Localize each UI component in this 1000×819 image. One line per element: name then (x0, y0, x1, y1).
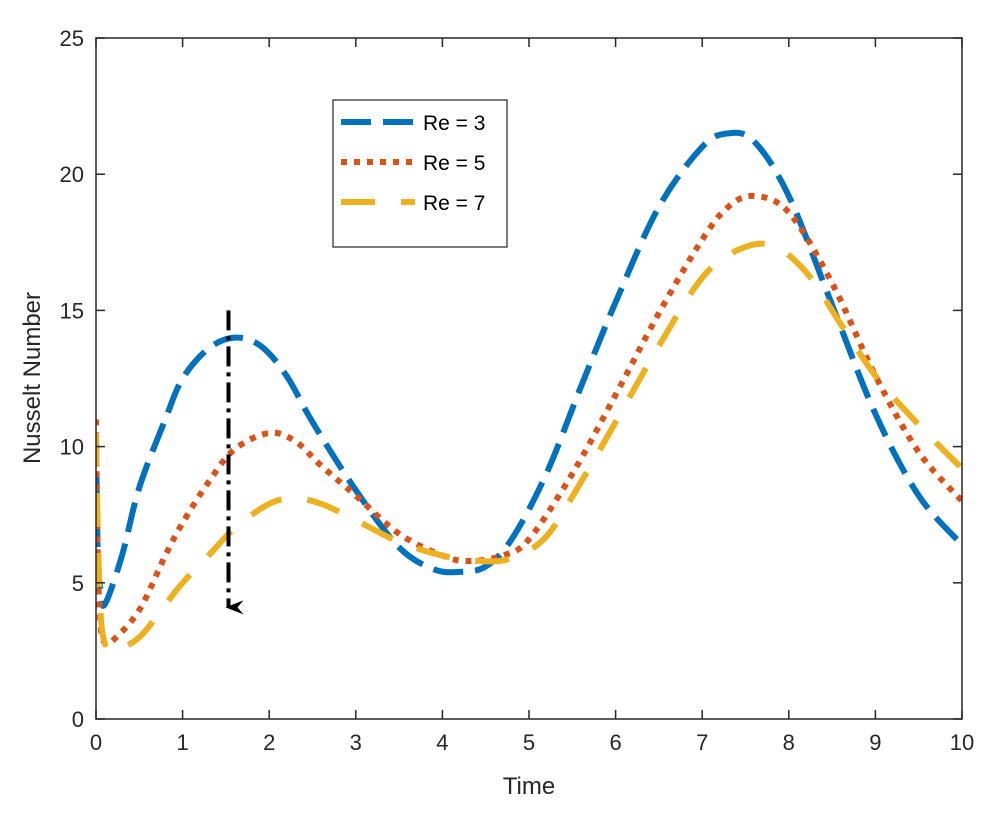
legend-label: Re = 3 (423, 112, 485, 135)
series-line-3 (96, 240, 962, 655)
x-tick-label: 3 (350, 730, 362, 755)
x-tick-label: 10 (950, 730, 974, 755)
y-tick-label: 10 (60, 435, 84, 460)
x-tick-label: 1 (176, 730, 188, 755)
y-tick-label: 15 (60, 298, 84, 323)
x-axis-label: Time (503, 773, 555, 800)
x-tick-label: 5 (523, 730, 535, 755)
x-tick-label: 0 (90, 730, 102, 755)
plot-area (96, 38, 962, 719)
legend: Re = 3 Re = 5 Re = 7 (332, 99, 508, 248)
x-tick-label: 9 (869, 730, 881, 755)
y-axis-label: Nusselt Number (19, 292, 46, 464)
x-tick-label: 6 (609, 730, 621, 755)
legend-label: Re = 7 (423, 192, 485, 215)
y-tick-label: 20 (60, 162, 84, 187)
series-line-1 (96, 129, 962, 609)
y-tick-label: 25 (60, 26, 84, 51)
legend-label: Re = 5 (423, 152, 485, 175)
x-tick-label: 2 (263, 730, 275, 755)
x-tick-label: 8 (783, 730, 795, 755)
y-tick-label: 0 (72, 707, 84, 732)
y-tick-label: 5 (72, 571, 84, 596)
x-tick-label: 4 (436, 730, 448, 755)
x-tick-label: 7 (696, 730, 708, 755)
